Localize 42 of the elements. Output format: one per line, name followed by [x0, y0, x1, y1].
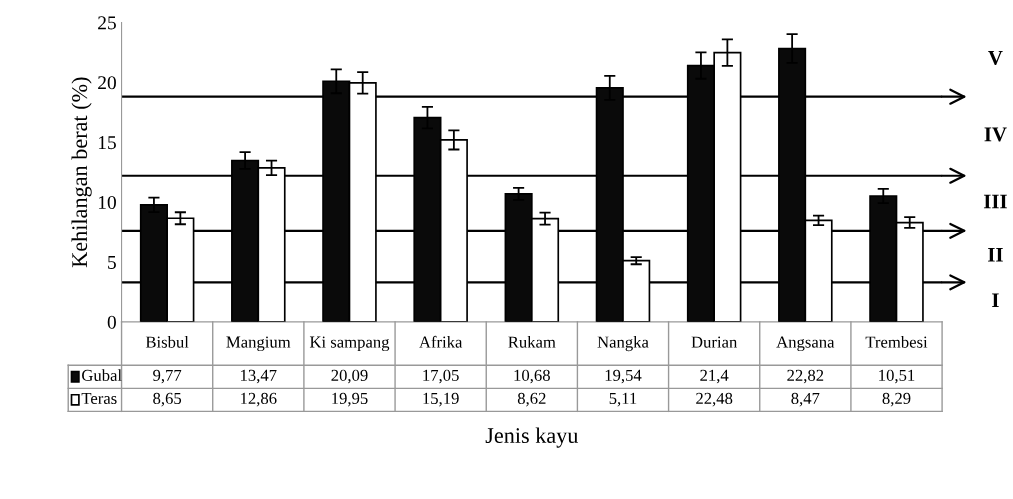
y-tick-label: 25	[98, 16, 116, 30]
data-label: 8,29	[882, 392, 911, 407]
x-tick-label: Rukam	[508, 336, 556, 348]
data-label: 10,51	[879, 369, 915, 384]
y-tick-label: 0	[107, 315, 116, 329]
data-label: 8,62	[517, 392, 546, 407]
data-label: 19,95	[332, 392, 368, 407]
x-tick-label: Angsana	[776, 336, 835, 352]
data-label: 13,47	[241, 369, 277, 384]
data-label: 8,47	[791, 392, 820, 407]
x-tick-label: Trembesi	[865, 336, 928, 348]
data-label: 12,86	[241, 392, 277, 407]
x-tick-label: Durian	[691, 336, 738, 348]
data-label: 22,48	[696, 392, 733, 407]
legend-label: Teras	[81, 392, 117, 405]
x-tick-label: Nangka	[597, 335, 649, 352]
x-tick-label: Bisbul	[145, 336, 189, 348]
text: I	[992, 293, 999, 308]
legend-label: Gubal	[82, 369, 122, 381]
data-label: 17,05	[423, 369, 459, 384]
data-label: 21,4	[700, 369, 729, 384]
y-tick-label: 15	[98, 136, 116, 150]
y-tick-label: 10	[98, 195, 116, 210]
y-tick-label: 20	[98, 76, 116, 90]
x-tick-label: Ki sampang	[309, 336, 390, 352]
data-label: 9,77	[153, 369, 182, 384]
text: II	[988, 247, 1003, 262]
text: V	[988, 50, 1003, 65]
y-tick-label: 5	[108, 255, 116, 269]
x-axis-title: Jenis kayu	[485, 427, 579, 448]
data-label: 15,19	[423, 392, 459, 407]
text: IV	[984, 127, 1007, 142]
data-label: 20,09	[331, 369, 368, 384]
x-tick-label: Mangium	[226, 336, 291, 352]
data-label: 10,68	[514, 369, 550, 384]
y-axis-title: Kehilangan berat (%)	[71, 77, 92, 268]
data-label: 8,65	[153, 392, 182, 407]
data-label: 5,11	[609, 392, 637, 407]
data-label: 22,82	[787, 369, 824, 384]
data-label: 19,54	[605, 369, 642, 384]
text: III	[983, 194, 1007, 209]
x-tick-label: Afrika	[419, 335, 463, 348]
